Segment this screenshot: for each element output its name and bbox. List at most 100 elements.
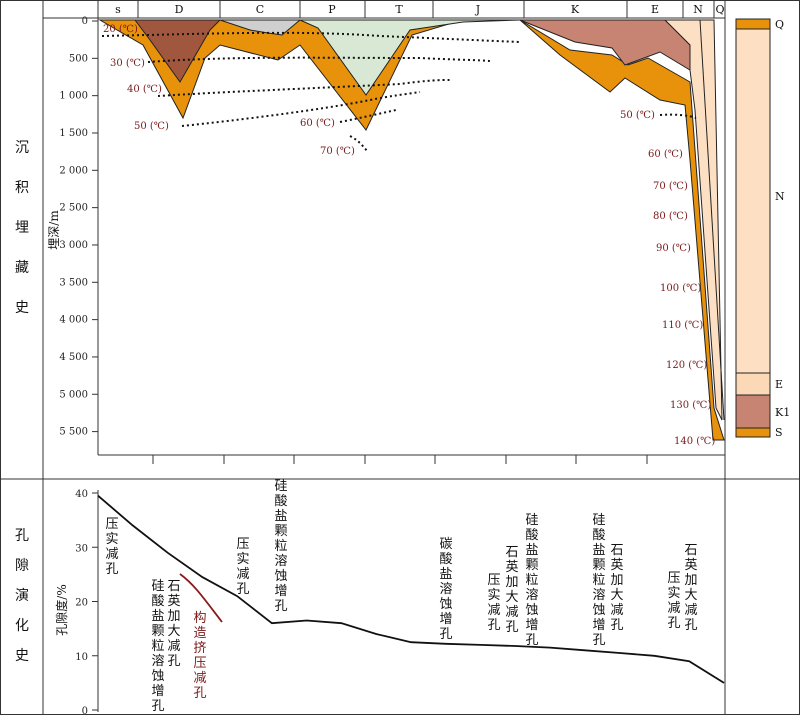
annotation-char: 大 xyxy=(610,588,623,603)
isotherm-50 xyxy=(181,91,421,127)
quaternary-line xyxy=(699,19,725,421)
period-label: P xyxy=(328,3,336,16)
annotation-char: 减 xyxy=(487,603,500,618)
annotation-char: 孔 xyxy=(439,627,452,642)
burial-history-label: 沉 积 埋 藏 史 xyxy=(15,140,29,316)
annotation-char: 减 xyxy=(505,605,518,620)
column-e xyxy=(735,372,771,396)
annotation-char: 盐 xyxy=(525,543,538,558)
isotherm-label: 40 (℃) xyxy=(127,84,162,95)
annotation-char: 酸 xyxy=(592,528,605,543)
annotation-char: 酸 xyxy=(525,528,538,543)
y-tick-label: 1 500 xyxy=(59,128,88,139)
annotation-char: 盐 xyxy=(439,567,452,582)
annotation-char: 加 xyxy=(505,575,518,590)
annotation-char: 实 xyxy=(667,586,680,601)
annotation-char: 溶 xyxy=(592,588,605,603)
annotation-char: 孔 xyxy=(167,654,180,669)
annotation-char: 压 xyxy=(487,573,500,588)
isotherms xyxy=(101,31,697,153)
annotation-char: 硅 xyxy=(592,513,605,528)
annotation-char: 蚀 xyxy=(525,603,538,618)
annotation-char: 蚀 xyxy=(439,597,452,612)
annotation-char: 增 xyxy=(151,684,164,699)
burial-label-char: 沉 xyxy=(15,140,29,156)
column-s xyxy=(735,427,771,438)
annotation-char: 减 xyxy=(193,671,206,686)
porosity-y-axis-label: 孔隙度/% xyxy=(54,584,69,635)
y-tick-label: 5 000 xyxy=(59,389,88,400)
burial-label-char: 积 xyxy=(15,180,29,196)
isotherm-30 xyxy=(147,56,491,63)
annotation-char: 酸 xyxy=(439,552,452,567)
annotation-char: 增 xyxy=(592,618,605,633)
annotation-char: 石 xyxy=(610,543,623,558)
y-tick-label: 500 xyxy=(69,53,88,64)
porosity-history-label: 孔 隙 演 化 史 xyxy=(15,528,29,664)
annotation-char: 孔 xyxy=(151,699,164,714)
column-label: Q xyxy=(775,18,784,31)
isotherm-label: 120 (℃) xyxy=(666,360,707,371)
column-label: K1 xyxy=(775,406,790,419)
y-tick-label: 3 000 xyxy=(59,240,88,251)
annotation-char: 孔 xyxy=(274,599,287,614)
annotation-char: 硅 xyxy=(151,579,164,594)
period-label: N xyxy=(693,3,703,16)
annotation-char: 减 xyxy=(667,601,680,616)
annotation-char: 颗 xyxy=(525,558,538,573)
period-header: s D C P T J K E N Q xyxy=(97,0,725,18)
annotation-char: 粒 xyxy=(592,573,605,588)
annotation-char: 孔 xyxy=(610,618,623,633)
burial-label-char: 藏 xyxy=(15,260,29,276)
isotherm-20 xyxy=(101,31,521,43)
isotherm-label: 80 (℃) xyxy=(653,211,688,222)
annotation-char: 压 xyxy=(193,656,206,671)
burial-axes: 0 500 1 000 1 500 2 000 2 500 3 000 3 500 4 000 4… xyxy=(47,16,725,464)
porosity-annotations: 压实减孔石英加大减孔硅酸盐颗粒溶蚀增孔构造挤压减孔压实减孔硅酸盐颗粒溶蚀增孔碳酸… xyxy=(105,479,697,714)
annotation-char: 减 xyxy=(167,639,180,654)
annotation-char: 实 xyxy=(487,588,500,603)
burial-layers xyxy=(98,19,725,441)
annotation-char: 压 xyxy=(105,517,118,532)
annotation-char: 溶 xyxy=(525,588,538,603)
porosity-label-char: 史 xyxy=(15,648,29,664)
y-tick-label: 3 500 xyxy=(59,277,88,288)
annotation-char: 石 xyxy=(684,543,697,558)
period-label: C xyxy=(256,3,264,16)
isotherm-label: 140 (℃) xyxy=(674,436,715,447)
period-label: D xyxy=(175,3,184,16)
period-dividers xyxy=(97,0,715,18)
annotation-char: 造 xyxy=(193,626,206,641)
period-label: s xyxy=(115,3,121,16)
annotation-char: 减 xyxy=(610,603,623,618)
annotation-char: 颗 xyxy=(274,524,287,539)
annotation-char: 盐 xyxy=(151,609,164,624)
column-label: S xyxy=(775,426,783,439)
porosity-y-ticks: 0 10 20 30 40 xyxy=(75,489,98,717)
annotation-char: 孔 xyxy=(684,618,697,633)
annotation-char: 孔 xyxy=(193,686,206,701)
neogene-pale xyxy=(663,19,723,421)
burial-label-char: 埋 xyxy=(15,220,29,236)
annotation-char: 加 xyxy=(167,609,180,624)
annotation-char: 减 xyxy=(236,567,249,582)
carboniferous-grey xyxy=(219,19,302,36)
column-label: E xyxy=(775,378,783,391)
annotation-char: 粒 xyxy=(525,573,538,588)
annotation-char: 溶 xyxy=(151,654,164,669)
annotation-char: 蚀 xyxy=(151,669,164,684)
annotation-char: 大 xyxy=(505,590,518,605)
y-tick-label: 2 500 xyxy=(59,203,88,214)
porosity-label-char: 孔 xyxy=(15,528,29,544)
annotation-char: 碳 xyxy=(439,537,452,552)
porosity-label-char: 演 xyxy=(15,588,29,604)
annotation-char: 英 xyxy=(684,558,697,573)
column-n xyxy=(735,28,771,374)
column-label: N xyxy=(775,190,785,203)
annotation-char: 加 xyxy=(610,573,623,588)
annotation-char: 压 xyxy=(667,571,680,586)
annotation-char: 构 xyxy=(193,611,206,626)
annotation-char: 盐 xyxy=(592,543,605,558)
annotation-char: 溶 xyxy=(439,582,452,597)
isotherm-label: 90 (℃) xyxy=(656,243,691,254)
